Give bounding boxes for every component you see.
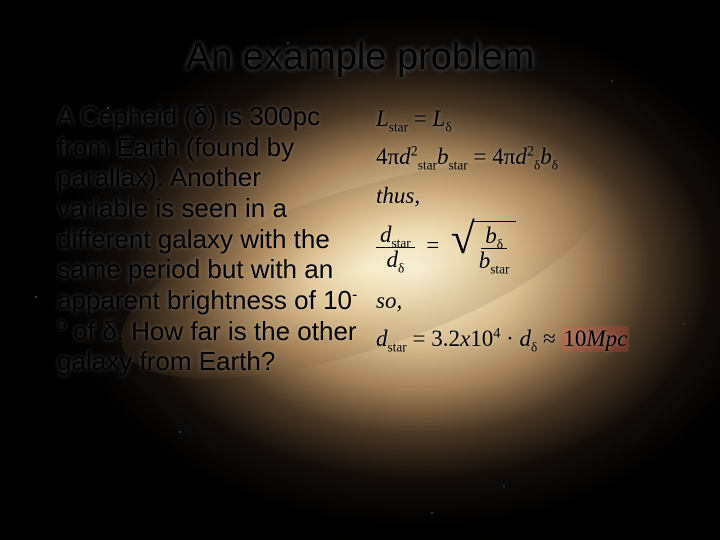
eq4-dot: · [506,326,514,351]
eq2-4pi-l: 4π [376,144,399,169]
so-text: so, [376,288,682,314]
eq4-result-highlight: 10Mpc [561,326,629,352]
eq4-x: x [460,326,470,351]
eq4-exp: 4 [493,325,500,341]
slide: An example problem • A Cepheid (δ) is 30… [0,0,720,540]
eq1-L-lhs: L [376,106,389,131]
bullet-text-before: A Cepheid (δ) is 300pc from Earth (found… [57,101,352,315]
eq2-d-l: d [399,144,411,169]
eq4-resunit: Mpc [586,326,627,351]
bullet-text-after: of δ. How far is the other galaxy from E… [57,316,356,377]
eq4-delta: δ [531,339,537,354]
bullet-item: • A Cepheid (δ) is 300pc from Earth (fou… [38,101,358,377]
eq3-lhs-frac: dstar dδ [376,223,415,272]
equation-3: dstar dδ = √ bδ bstar [376,221,682,273]
eq2-4pi-r: 4π [492,144,515,169]
eq4-10: 10 [470,326,493,351]
bullet-column: • A Cepheid (δ) is 300pc from Earth (fou… [38,101,358,377]
eq4-ddelta: d [520,326,532,351]
eq2-d2-l: 2 [411,143,418,159]
bullet-text: A Cepheid (δ) is 300pc from Earth (found… [57,101,358,377]
eq2-d2-r: 2 [527,143,534,159]
eq1-sub-lhs: star [389,120,408,135]
content-row: • A Cepheid (δ) is 300pc from Earth (fou… [38,101,682,377]
thus-text: thus, [376,183,682,209]
eq3-dstar-num: d [380,222,392,247]
equation-2: 4πd2starbstar = 4πd2δbδ [376,145,682,169]
eq4-star: star [388,339,407,354]
equation-1: Lstar = Lδ [376,107,682,131]
eq3-bstar-den: b [479,248,491,273]
eq3-star-den: star [490,262,509,277]
eq2-bdelta-r: δ [552,158,558,173]
bullet-marker: • [38,103,47,129]
eq3-rhs-frac: bδ bstar [475,224,514,273]
eq4-coef: 3.2 [431,326,460,351]
eq4-resnum: 10 [563,326,586,351]
eq3-ddelta-den: d [386,247,398,272]
equation-4: dstar = 3.2x104 · dδ ≈ 10Mpc [376,326,682,352]
eq3-deltasub-den: δ [398,261,404,276]
slide-title: An example problem [38,36,682,79]
eq1-sub-rhs: δ [445,120,451,135]
eq2-dstar-l: star [418,158,437,173]
eq3-bdelta-num: b [485,223,497,248]
eq2-bstar-l: star [449,158,468,173]
eq1-L-rhs: L [433,106,446,131]
eq3-sqrt: √ bδ bstar [451,221,517,273]
eq4-d: d [376,326,388,351]
equations-column: Lstar = Lδ 4πd2starbstar = 4πd2δbδ thus,… [376,101,682,377]
eq2-d-r: d [515,144,527,169]
eq2-b-l: b [437,144,449,169]
eq4-approx: ≈ [543,326,556,351]
eq2-b-r: b [540,144,552,169]
